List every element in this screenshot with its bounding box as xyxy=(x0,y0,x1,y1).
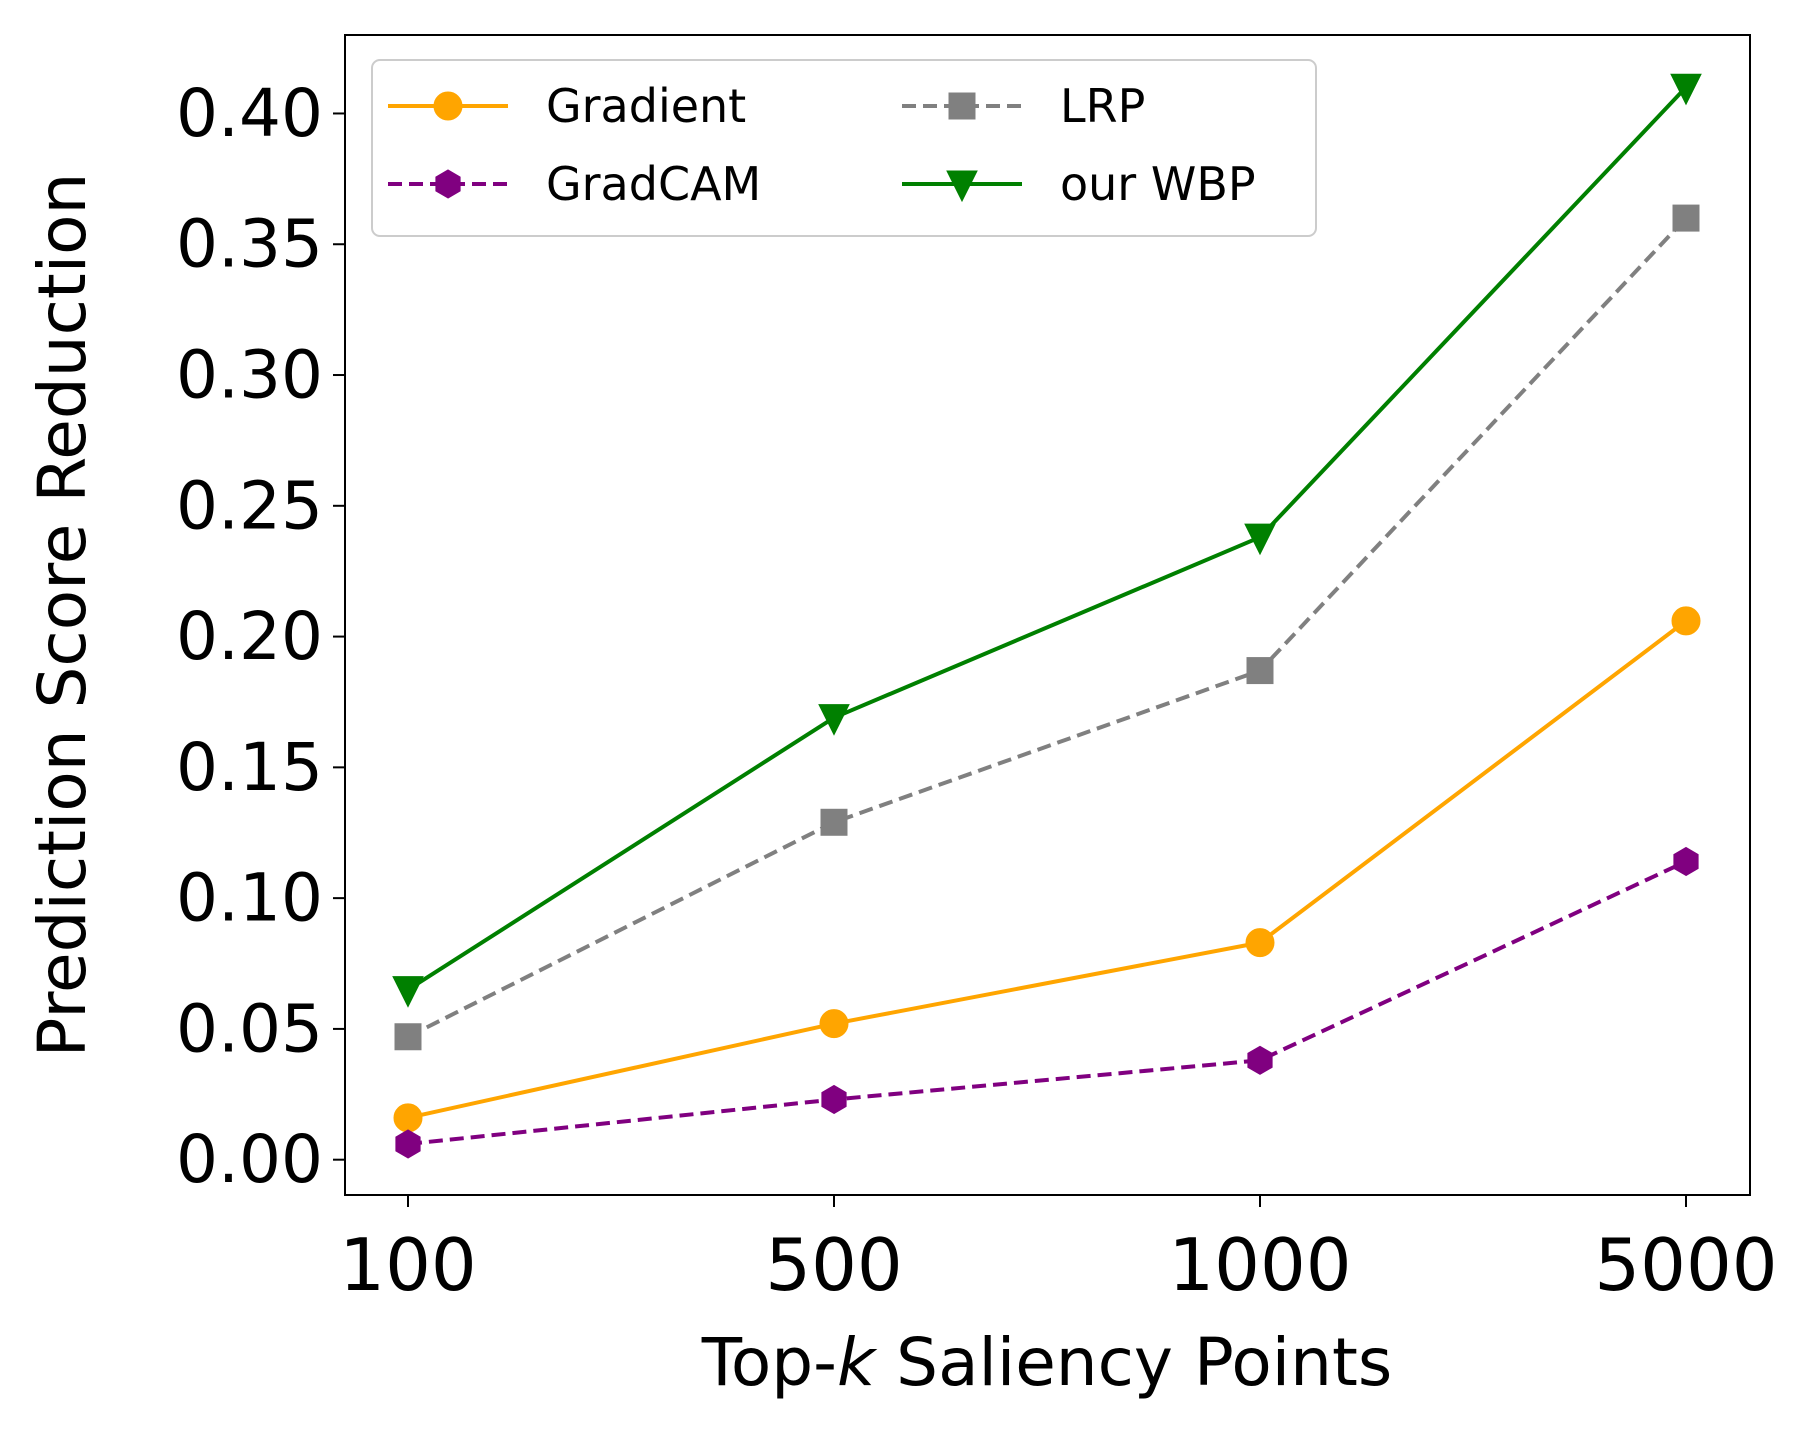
data-point-our-wbp-500 xyxy=(818,704,850,736)
data-point-gradcam-5000 xyxy=(1673,846,1699,877)
y-axis-title: Prediction Score Reduction xyxy=(24,173,101,1058)
x-axis: 100 500 1000 5000 xyxy=(339,1195,1778,1307)
data-point-our-wbp-1000 xyxy=(1244,523,1276,556)
legend-marker-gradient xyxy=(433,91,463,121)
data-point-gradient-500 xyxy=(819,1009,849,1039)
y-tick-label: 0.10 xyxy=(176,860,323,937)
y-tick-label: 0.30 xyxy=(176,337,323,414)
series-lrp xyxy=(394,204,1700,1051)
legend-item-lrp: LRP xyxy=(902,79,1145,133)
x-tick-label: 500 xyxy=(765,1223,902,1307)
y-tick-label: 0.20 xyxy=(176,598,323,675)
legend-item-our-wbp: our WBP xyxy=(902,157,1256,211)
legend-item-gradient: Gradient xyxy=(388,79,746,133)
legend: Gradient GradCAM LRP our WBP xyxy=(371,59,1317,237)
legend-item-gradcam: GradCAM xyxy=(388,157,761,211)
series-line-our-wbp xyxy=(406,85,1688,992)
data-point-gradcam-500 xyxy=(821,1084,847,1115)
data-point-gradcam-1000 xyxy=(1247,1045,1273,1075)
y-axis: 0.00 0.05 0.10 0.15 0.20 0.25 0.30 0.35 0.40 xyxy=(176,75,345,1198)
series-line-lrp xyxy=(407,216,1688,1039)
y-tick-label: 0.00 xyxy=(176,1121,323,1198)
legend-label-lrp: LRP xyxy=(1060,79,1145,133)
data-point-lrp-1000 xyxy=(1246,657,1274,685)
data-point-lrp-100 xyxy=(394,1023,422,1051)
legend-label-gradcam: GradCAM xyxy=(546,157,761,211)
legend-marker-lrp xyxy=(948,92,976,120)
x-tick-label: 5000 xyxy=(1594,1223,1777,1307)
data-point-our-wbp-5000 xyxy=(1670,73,1702,106)
series-our-wbp xyxy=(392,73,1702,1008)
legend-marker-our-wbp xyxy=(946,170,978,203)
data-point-gradient-100 xyxy=(393,1103,423,1133)
series-gradcam xyxy=(395,846,1699,1159)
axes-frame xyxy=(344,34,1751,1196)
legend-box xyxy=(371,59,1317,237)
legend-marker-gradcam xyxy=(435,169,461,199)
legend-label-gradient: Gradient xyxy=(546,79,746,133)
y-tick-label: 0.15 xyxy=(176,729,323,806)
y-tick-label: 0.35 xyxy=(176,206,323,283)
y-tick-label: 0.40 xyxy=(176,75,323,152)
data-point-gradient-1000 xyxy=(1245,928,1275,958)
series-gradient xyxy=(393,606,1701,1133)
y-tick-label: 0.25 xyxy=(176,467,323,544)
x-axis-title-suffix: Saliency Points xyxy=(875,1324,1392,1401)
data-point-gradcam-100 xyxy=(395,1129,421,1159)
x-axis-title: Top-k Saliency Points xyxy=(701,1324,1392,1401)
data-point-lrp-5000 xyxy=(1672,204,1700,232)
x-axis-title-prefix: Top- xyxy=(701,1324,837,1401)
data-point-lrp-500 xyxy=(820,808,848,836)
series-line-gradient xyxy=(407,619,1688,1120)
series-line-gradcam xyxy=(407,859,1687,1146)
legend-label-our-wbp: our WBP xyxy=(1060,157,1256,211)
data-point-our-wbp-100 xyxy=(392,976,424,1008)
x-axis-title-italic: k xyxy=(837,1324,878,1401)
x-tick-label: 100 xyxy=(339,1223,476,1307)
x-tick-label: 1000 xyxy=(1168,1223,1351,1307)
y-tick-label: 0.05 xyxy=(176,990,323,1067)
series-layer xyxy=(392,73,1702,1159)
data-point-gradient-5000 xyxy=(1671,606,1701,636)
